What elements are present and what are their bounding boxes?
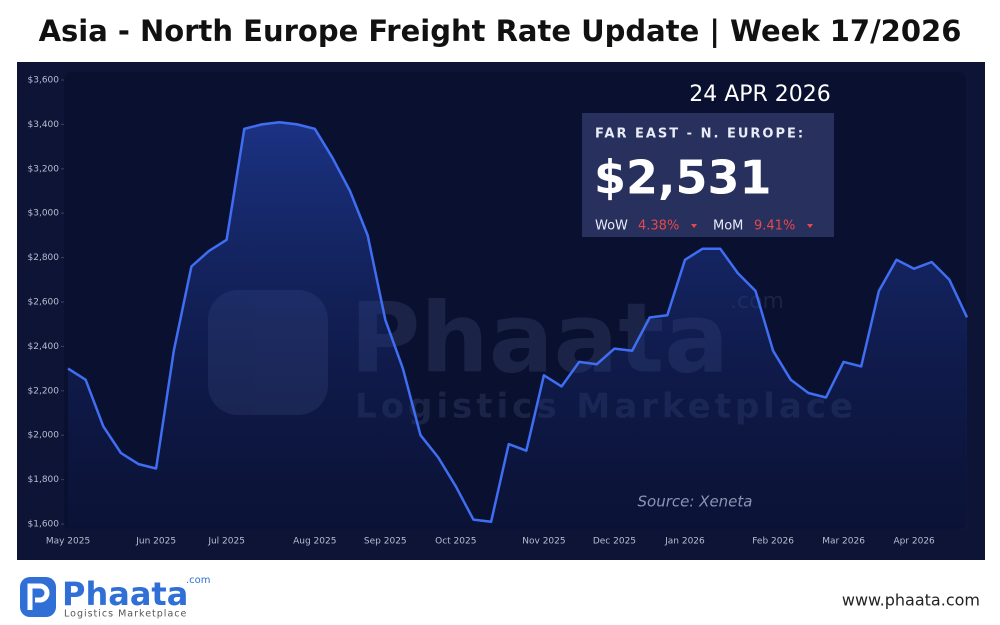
y-tick-label: $3,600 <box>28 76 60 86</box>
info-box <box>582 113 834 237</box>
y-tick-label: $1,800 <box>28 475 60 485</box>
change-name: MoM <box>713 219 743 234</box>
y-tick-label: $2,800 <box>28 253 60 263</box>
y-tick-label: $2,400 <box>28 342 60 352</box>
brand-domain: .com <box>186 575 211 586</box>
x-tick-label: Aug 2025 <box>293 537 336 547</box>
y-tick-label: $3,400 <box>28 120 60 130</box>
latest-price: $2,531 <box>594 151 772 205</box>
change-value: 9.41% <box>754 219 795 234</box>
logo-icon <box>20 577 56 617</box>
x-tick-label: Jan 2026 <box>664 537 705 547</box>
y-tick-label: $2,000 <box>28 431 60 441</box>
x-tick-label: Apr 2026 <box>893 537 935 547</box>
x-tick-label: Oct 2025 <box>435 537 476 547</box>
down-arrow <box>691 224 697 228</box>
x-tick-label: Nov 2025 <box>522 537 565 547</box>
y-tick-label: $3,000 <box>28 209 60 219</box>
source: Source: Xeneta <box>638 493 753 511</box>
route-label: FAR EAST - N. EUROPE: <box>595 127 805 142</box>
x-tick-label: Sep 2025 <box>364 537 407 547</box>
down-arrow <box>807 224 813 228</box>
date-label: 24 APR 2026 <box>689 82 831 107</box>
y-tick-label: $2,600 <box>28 298 60 308</box>
logo-glyph <box>27 583 50 610</box>
x-tick-label: Jul 2025 <box>207 537 245 547</box>
y-tick-label: $2,200 <box>28 386 60 396</box>
change-value: 4.38% <box>638 219 679 234</box>
page-title: Asia - North Europe Freight Rate Update … <box>39 14 962 48</box>
brand-tagline: Logistics Marketplace <box>64 609 187 620</box>
x-tick-label: Mar 2026 <box>822 537 865 547</box>
x-tick-label: Jun 2025 <box>135 537 176 547</box>
x-tick-label: Feb 2026 <box>752 537 794 547</box>
line <box>67 120 969 524</box>
y-tick-label: $3,200 <box>28 164 60 174</box>
y-tick-label: $1,600 <box>28 520 60 530</box>
x-tick-label: May 2025 <box>46 537 90 547</box>
x-tick-label: Dec 2025 <box>593 537 636 547</box>
change-name: WoW <box>595 219 628 234</box>
area <box>68 122 967 530</box>
brand-url: www.phaata.com <box>842 591 980 610</box>
brand-name: Phaata <box>62 575 188 613</box>
